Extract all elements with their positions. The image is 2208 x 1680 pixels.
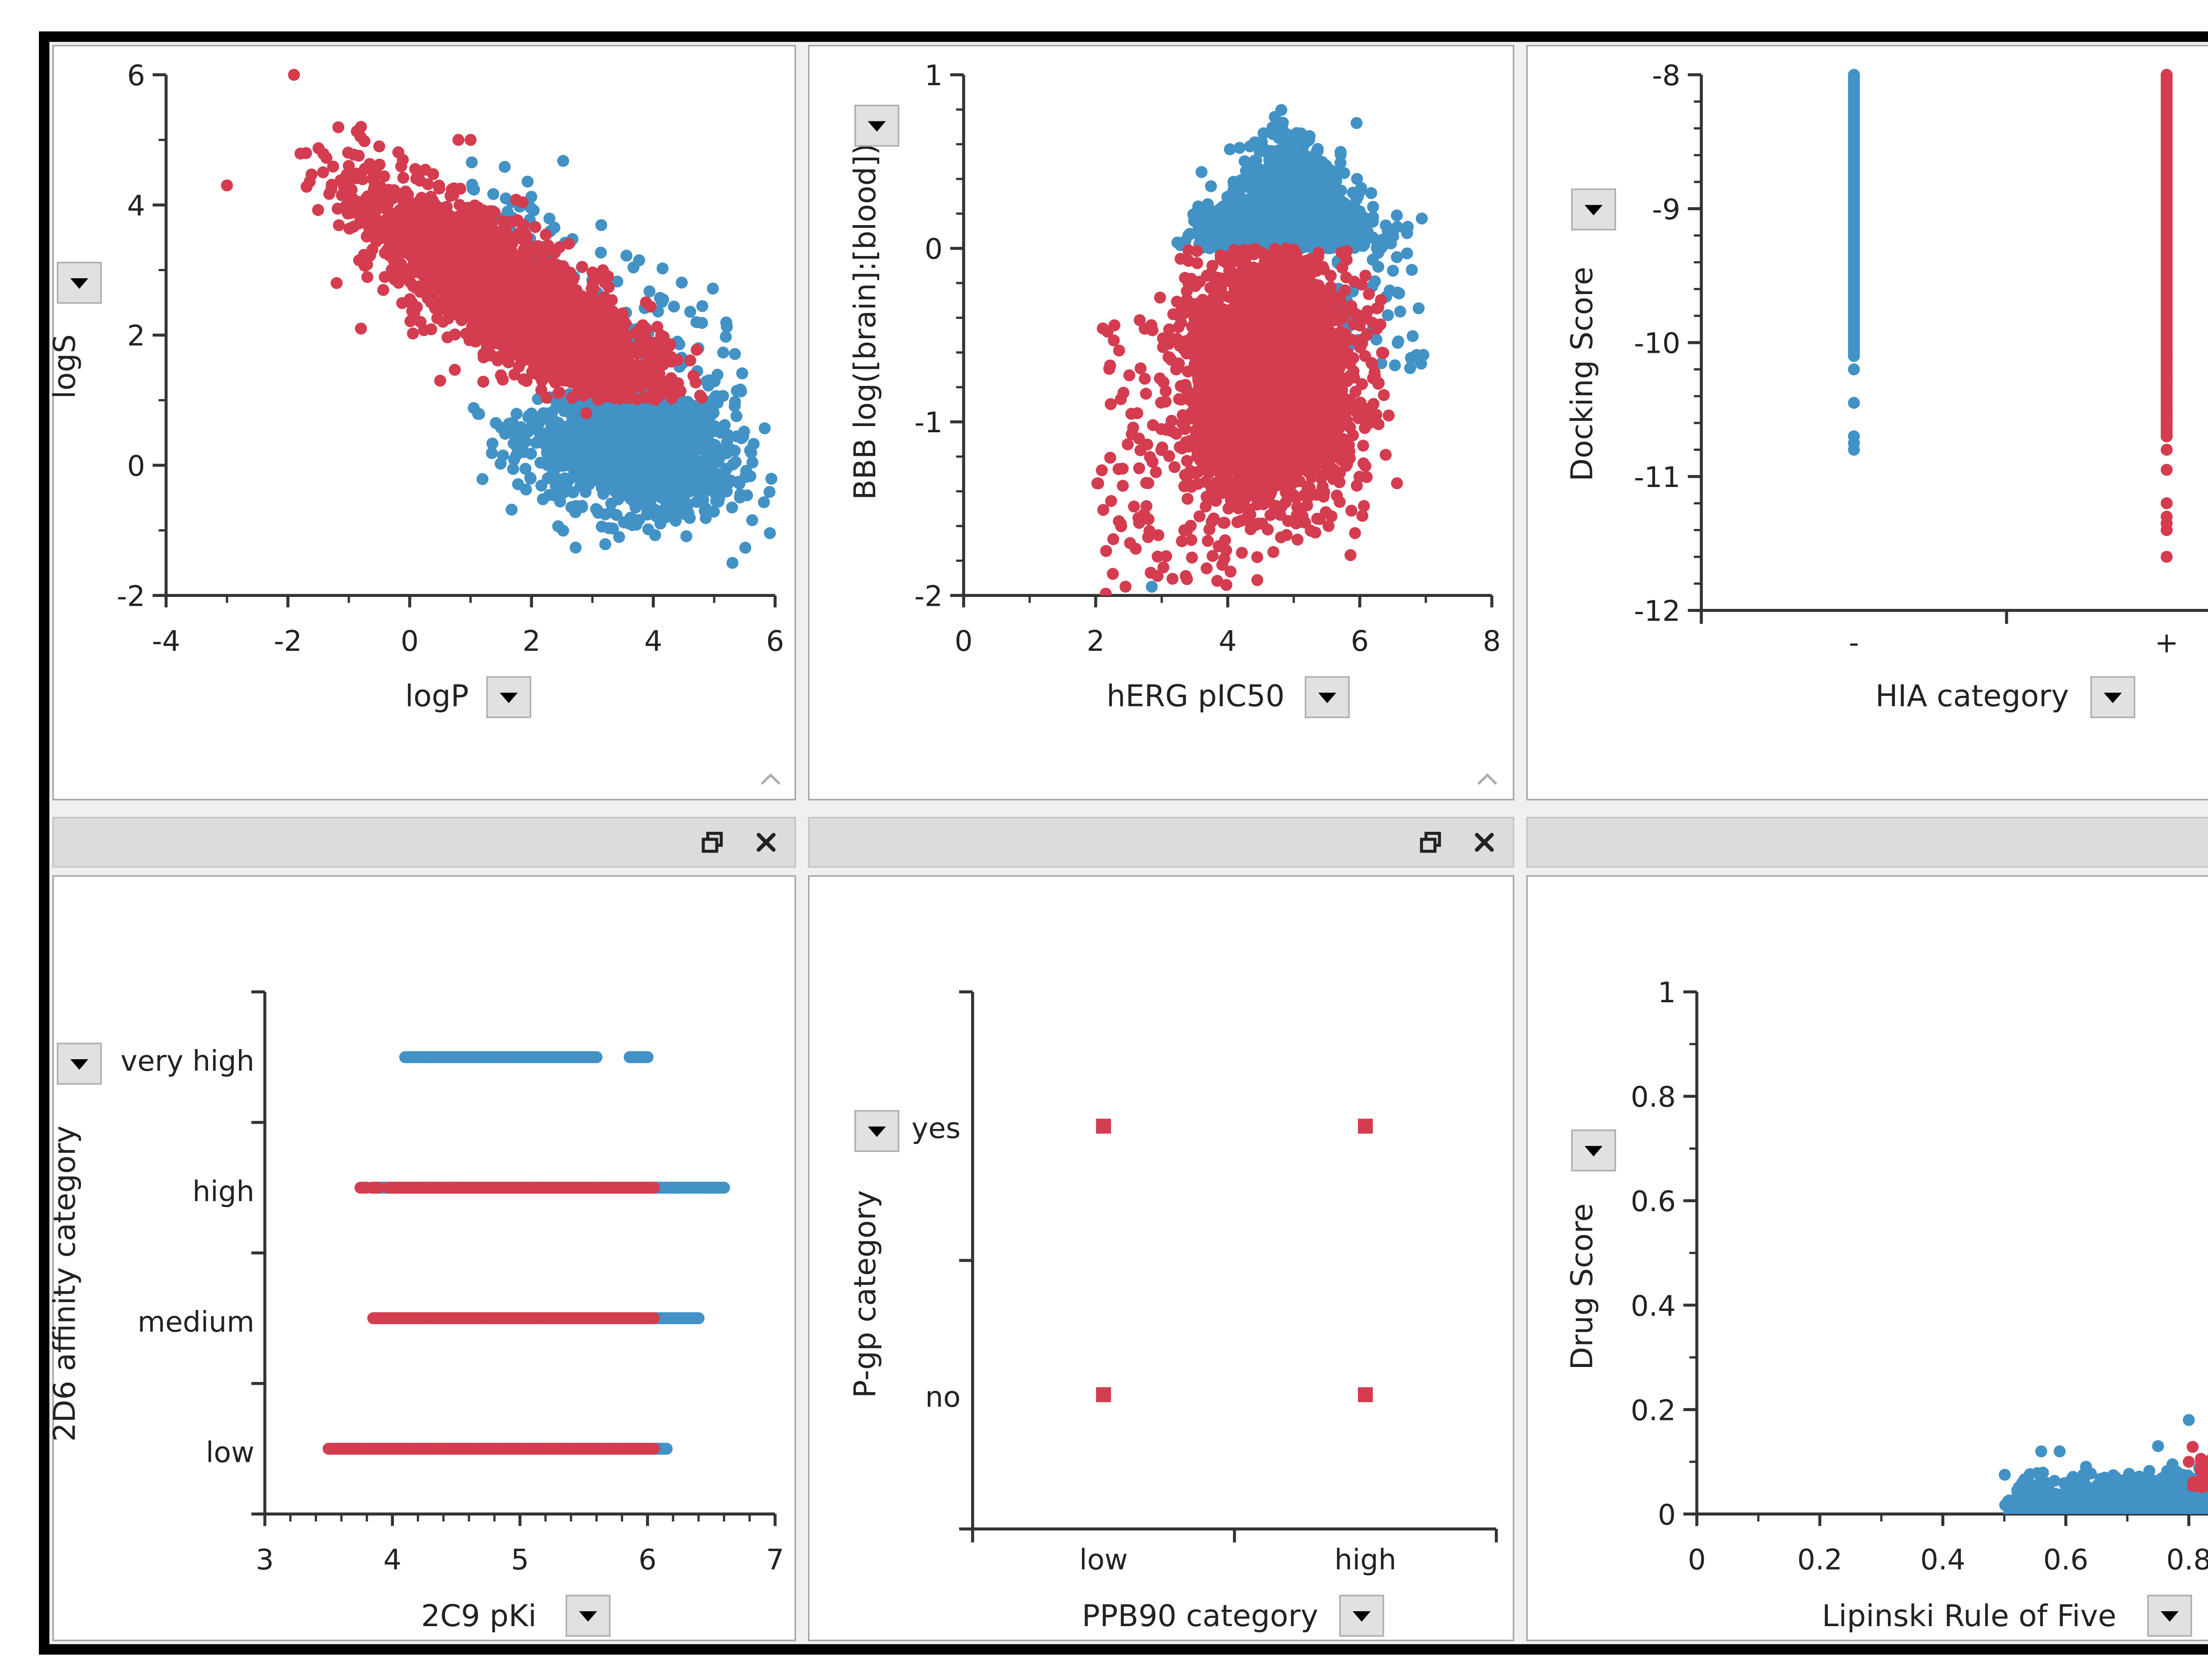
x-axis-column-dropdown[interactable] bbox=[486, 676, 531, 718]
y-axis-column-dropdown[interactable] bbox=[57, 262, 102, 304]
collapse-chevron-up-icon[interactable] bbox=[760, 764, 781, 779]
chart-panel-herg-bbb bbox=[808, 45, 1514, 800]
chart-panel-logp-logs bbox=[53, 45, 796, 800]
